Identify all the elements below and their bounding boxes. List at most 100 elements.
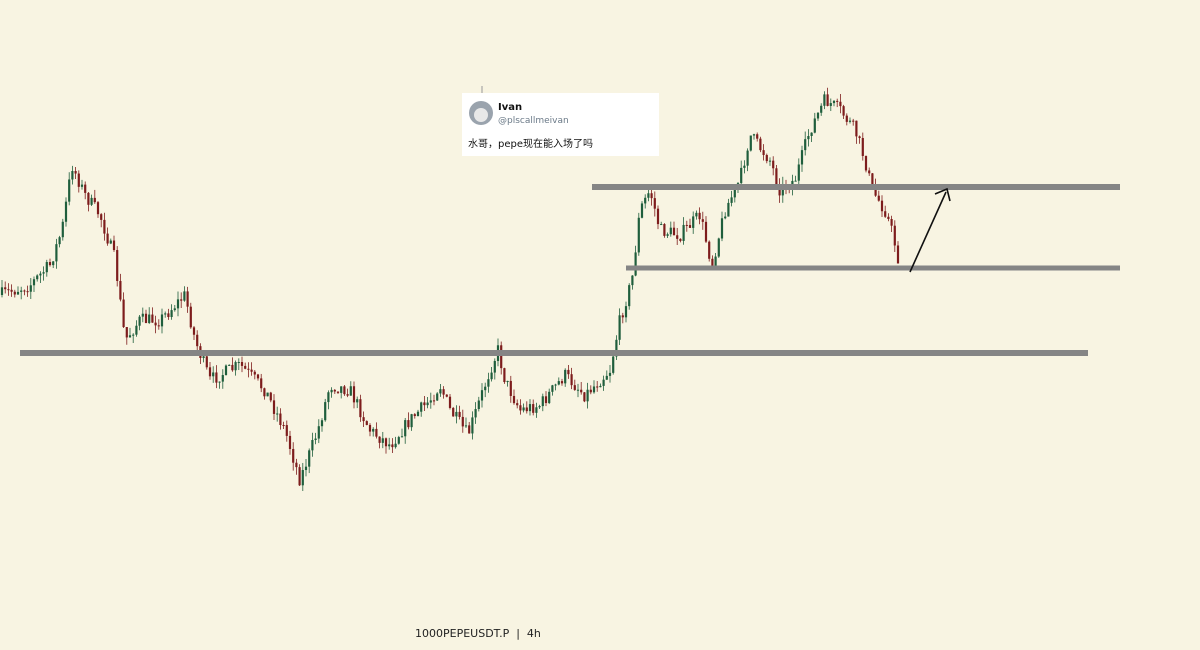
candle-body <box>407 420 410 428</box>
candle-body <box>247 368 250 370</box>
candle-body <box>666 234 669 236</box>
candle-body <box>775 168 778 185</box>
candle-body <box>528 404 532 412</box>
candle-body <box>151 314 154 323</box>
candle-body <box>436 393 439 401</box>
candle-body <box>717 238 720 257</box>
candle-body <box>336 391 340 393</box>
candle-body <box>103 219 106 234</box>
candle-body <box>352 386 356 403</box>
candle-body <box>759 138 762 151</box>
candle-body <box>864 155 868 171</box>
candle-body <box>653 198 656 209</box>
candle-body <box>362 417 365 422</box>
candle-body <box>106 233 109 244</box>
candle-body <box>461 416 464 427</box>
candle-body <box>228 364 231 366</box>
candle-body <box>317 426 320 439</box>
candle-body <box>880 200 884 212</box>
candle-body <box>429 400 432 403</box>
candle-body <box>10 289 13 292</box>
candle-body <box>61 221 64 238</box>
candle-body <box>823 94 826 106</box>
candle-body <box>439 389 442 394</box>
candle-body <box>455 411 458 417</box>
candle-body <box>816 112 820 119</box>
candle-body <box>16 291 20 295</box>
candle-body <box>368 424 372 432</box>
candle-body <box>160 314 164 327</box>
candle-body <box>570 374 573 386</box>
candle-body <box>141 313 144 317</box>
candle-body <box>535 407 538 413</box>
candle-body <box>877 195 880 201</box>
candle-body <box>144 313 148 323</box>
tweet-handle: @plscallmeivan <box>498 116 569 126</box>
candle-body <box>288 435 292 449</box>
candle-body <box>749 135 752 151</box>
candle-body <box>624 306 628 318</box>
candle-body <box>820 105 823 113</box>
candle-body <box>884 211 887 217</box>
candle-body <box>404 420 407 437</box>
candle-body <box>519 405 522 411</box>
candle-body <box>164 313 167 315</box>
candle-body <box>493 360 496 373</box>
candle-body <box>359 399 362 418</box>
candle-body <box>564 369 567 384</box>
candle-body <box>29 285 32 292</box>
candle-body <box>269 392 272 401</box>
candle-body <box>756 134 759 139</box>
candle-body <box>388 444 391 447</box>
candle-body <box>279 413 282 426</box>
candle-body <box>746 150 749 166</box>
candle-body <box>71 171 74 180</box>
candle-body <box>372 428 375 432</box>
candle-body <box>442 389 445 395</box>
candle-body <box>87 192 90 205</box>
candle-body <box>602 379 605 386</box>
candle-body <box>100 214 103 220</box>
candle-body <box>471 417 474 434</box>
candles <box>0 87 900 491</box>
candle-body <box>400 436 404 438</box>
candle-body <box>544 396 548 404</box>
candle-body <box>122 299 125 328</box>
candle-body <box>52 261 55 266</box>
candle-body <box>672 227 676 236</box>
tweet-card: Ivan @plscallmeivan 水哥，pepe现在能入场了吗 <box>462 86 659 156</box>
candle-body <box>231 364 234 371</box>
candle-body <box>711 258 714 267</box>
candle-body <box>845 115 848 122</box>
candle-body <box>391 444 394 448</box>
candle-body <box>714 256 717 267</box>
candle-body <box>128 335 132 338</box>
candle-body <box>416 411 420 417</box>
candle-body <box>311 440 314 451</box>
candle-body <box>68 179 71 202</box>
candle-body <box>292 448 295 463</box>
candle-body <box>420 402 423 412</box>
candle-body <box>647 193 650 198</box>
candle-body <box>340 386 343 393</box>
candle-body <box>580 389 583 393</box>
candle-body <box>743 165 746 168</box>
candle-body <box>205 356 208 368</box>
candle-body <box>304 466 308 471</box>
candle-body <box>676 235 679 239</box>
candle-body <box>23 290 26 292</box>
candle-body <box>548 391 551 404</box>
candle-body <box>634 252 637 276</box>
candle-body <box>701 219 704 222</box>
candle-body <box>586 389 589 402</box>
candle-body <box>189 306 192 328</box>
candle-body <box>762 150 765 156</box>
candle-body <box>170 310 173 318</box>
candle-body <box>240 362 244 366</box>
candle-body <box>154 322 157 326</box>
candle-body <box>506 380 509 383</box>
candle-body <box>660 224 663 226</box>
candle-body <box>829 103 832 106</box>
footer-label: 1000PEPEUSDT.P | 4h <box>415 627 541 640</box>
candle-body <box>608 372 612 376</box>
